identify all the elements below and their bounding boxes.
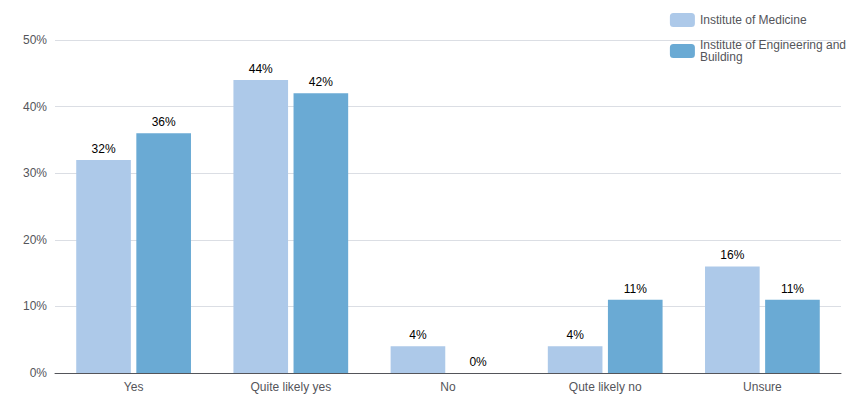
svg-text:50%: 50% bbox=[23, 33, 47, 47]
svg-text:16%: 16% bbox=[720, 248, 744, 262]
svg-text:0%: 0% bbox=[469, 355, 487, 369]
svg-text:Unsure: Unsure bbox=[743, 380, 782, 394]
svg-text:4%: 4% bbox=[566, 328, 584, 342]
svg-text:Building: Building bbox=[700, 50, 743, 64]
svg-text:11%: 11% bbox=[624, 282, 647, 296]
svg-text:11%: 11% bbox=[781, 282, 804, 296]
svg-text:44%: 44% bbox=[249, 62, 273, 76]
svg-text:Quite likely yes: Quite likely yes bbox=[250, 380, 331, 394]
svg-text:Qute likely no: Qute likely no bbox=[569, 380, 642, 394]
svg-text:36%: 36% bbox=[152, 115, 176, 129]
svg-text:No: No bbox=[440, 380, 456, 394]
svg-text:30%: 30% bbox=[23, 166, 47, 180]
svg-text:42%: 42% bbox=[309, 75, 333, 89]
svg-text:Institute of Engineering and: Institute of Engineering and bbox=[699, 38, 846, 52]
svg-text:4%: 4% bbox=[409, 328, 427, 342]
svg-text:40%: 40% bbox=[23, 100, 47, 114]
svg-text:0%: 0% bbox=[30, 366, 48, 380]
svg-text:Yes: Yes bbox=[124, 380, 144, 394]
svg-text:32%: 32% bbox=[92, 142, 116, 156]
svg-text:10%: 10% bbox=[23, 299, 47, 313]
svg-text:20%: 20% bbox=[23, 233, 47, 247]
svg-text:Institute of Medicine: Institute of Medicine bbox=[700, 13, 807, 27]
